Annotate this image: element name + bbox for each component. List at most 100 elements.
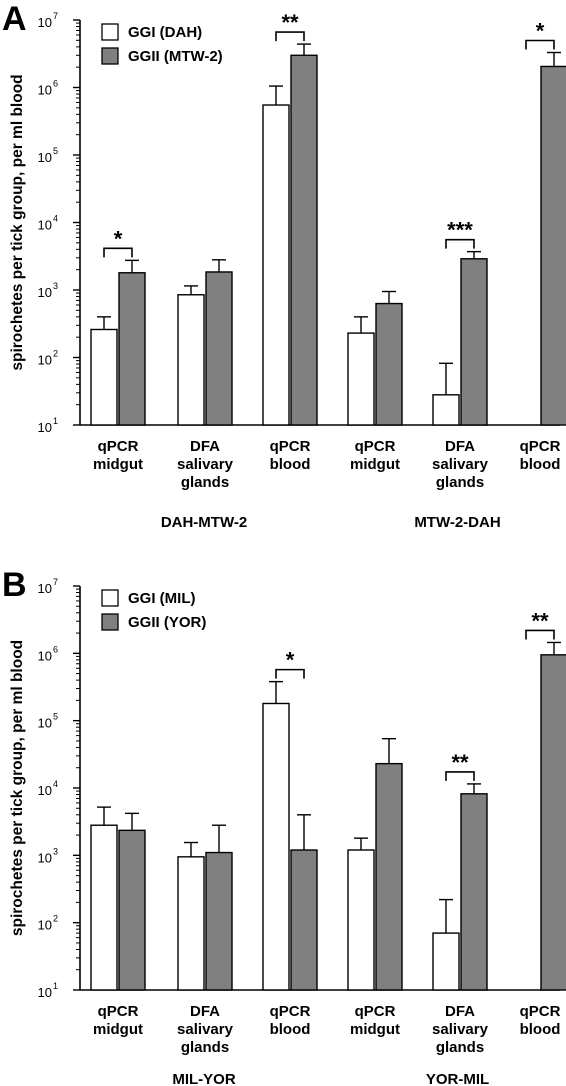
legend-label: GGII (MTW-2) — [128, 48, 223, 65]
significance-stars: ** — [281, 10, 299, 35]
x-category-label: blood — [270, 1021, 311, 1038]
bar — [262, 104, 290, 426]
y-tick-label: 10 — [38, 716, 52, 731]
x-category-label: salivary — [432, 1021, 489, 1038]
significance-stars: * — [536, 19, 545, 44]
x-category-label: glands — [436, 1039, 484, 1056]
x-group-label: MTW-2-DAH — [414, 514, 500, 531]
x-category-label: qPCR — [98, 438, 139, 455]
y-tick-label: 10 — [38, 218, 52, 233]
y-tick-label: 10 — [38, 150, 52, 165]
y-tick-exponent: 2 — [53, 349, 58, 359]
legend-swatch — [101, 23, 119, 41]
y-tick-exponent: 2 — [53, 914, 58, 924]
bar — [90, 824, 118, 991]
bar — [290, 54, 318, 426]
x-category-label: DFA — [190, 438, 220, 455]
y-tick-label: 10 — [38, 15, 52, 30]
y-tick-label: 10 — [38, 353, 52, 368]
significance-bracket — [445, 238, 475, 249]
x-category-label: midgut — [93, 456, 143, 473]
y-tick-label: 10 — [38, 581, 52, 596]
bar — [205, 851, 233, 991]
bar — [347, 849, 375, 991]
x-category-label: blood — [270, 456, 311, 473]
x-category-label: salivary — [432, 456, 489, 473]
x-category-label: qPCR — [355, 1003, 396, 1020]
legend-label: GGI (DAH) — [128, 24, 202, 41]
y-tick-exponent: 1 — [53, 981, 58, 991]
bar — [290, 849, 318, 991]
bar — [118, 272, 146, 426]
significance-bracket — [275, 668, 305, 679]
legend-swatch — [101, 589, 119, 607]
y-tick-exponent: 7 — [53, 577, 58, 587]
y-tick-exponent: 3 — [53, 846, 58, 856]
x-group-label: MIL-YOR — [172, 1071, 235, 1086]
x-category-label: midgut — [93, 1021, 143, 1038]
significance-stars: *** — [447, 218, 473, 243]
y-tick-exponent: 3 — [53, 281, 58, 291]
bar — [177, 294, 205, 426]
bar — [177, 856, 205, 991]
x-category-label: DFA — [190, 1003, 220, 1020]
y-tick-exponent: 6 — [53, 79, 58, 89]
bar — [460, 793, 488, 991]
significance-bracket — [525, 629, 555, 640]
y-tick-exponent: 7 — [53, 11, 58, 21]
significance-bracket — [275, 31, 305, 42]
y-axis-label: spirochetes per tick group, per ml blood — [9, 74, 26, 370]
y-axis-label: spirochetes per tick group, per ml blood — [9, 640, 26, 936]
legend-swatch — [101, 47, 119, 65]
x-category-label: glands — [436, 474, 484, 491]
x-category-label: salivary — [177, 1021, 234, 1038]
y-tick-label: 10 — [38, 285, 52, 300]
y-tick-exponent: 5 — [53, 712, 58, 722]
legend-label: GGII (YOR) — [128, 614, 206, 631]
x-category-label: midgut — [350, 1021, 400, 1038]
x-category-label: glands — [181, 474, 229, 491]
x-group-label: DAH-MTW-2 — [161, 514, 247, 531]
bar — [460, 258, 488, 426]
x-category-label: qPCR — [98, 1003, 139, 1020]
bar — [375, 302, 403, 426]
y-tick-exponent: 1 — [53, 416, 58, 426]
bar — [375, 762, 403, 991]
bar — [540, 654, 566, 991]
y-tick-label: 10 — [38, 648, 52, 663]
significance-stars: * — [286, 648, 295, 673]
panel-letter: B — [2, 566, 27, 604]
y-tick-label: 10 — [38, 985, 52, 1000]
legend-swatch — [101, 613, 119, 631]
x-category-label: qPCR — [270, 438, 311, 455]
x-category-label: qPCR — [520, 1003, 561, 1020]
bar — [262, 702, 290, 991]
significance-stars: ** — [531, 608, 549, 633]
significance-bracket — [525, 39, 555, 50]
x-category-label: blood — [520, 1021, 561, 1038]
y-tick-label: 10 — [38, 420, 52, 435]
x-category-label: qPCR — [355, 438, 396, 455]
x-category-label: qPCR — [520, 438, 561, 455]
x-category-label: qPCR — [270, 1003, 311, 1020]
y-tick-label: 10 — [38, 850, 52, 865]
y-tick-label: 10 — [38, 918, 52, 933]
y-tick-exponent: 5 — [53, 146, 58, 156]
y-tick-label: 10 — [38, 83, 52, 98]
y-tick-exponent: 4 — [53, 779, 58, 789]
significance-bracket — [445, 771, 475, 781]
y-tick-exponent: 4 — [53, 214, 58, 224]
x-category-label: salivary — [177, 456, 234, 473]
x-category-label: DFA — [445, 438, 475, 455]
x-category-label: glands — [181, 1039, 229, 1056]
bar — [118, 829, 146, 991]
bar — [347, 332, 375, 426]
y-tick-exponent: 6 — [53, 644, 58, 654]
significance-stars: * — [114, 226, 123, 251]
bar — [540, 65, 566, 426]
x-category-label: DFA — [445, 1003, 475, 1020]
bar — [432, 394, 460, 426]
